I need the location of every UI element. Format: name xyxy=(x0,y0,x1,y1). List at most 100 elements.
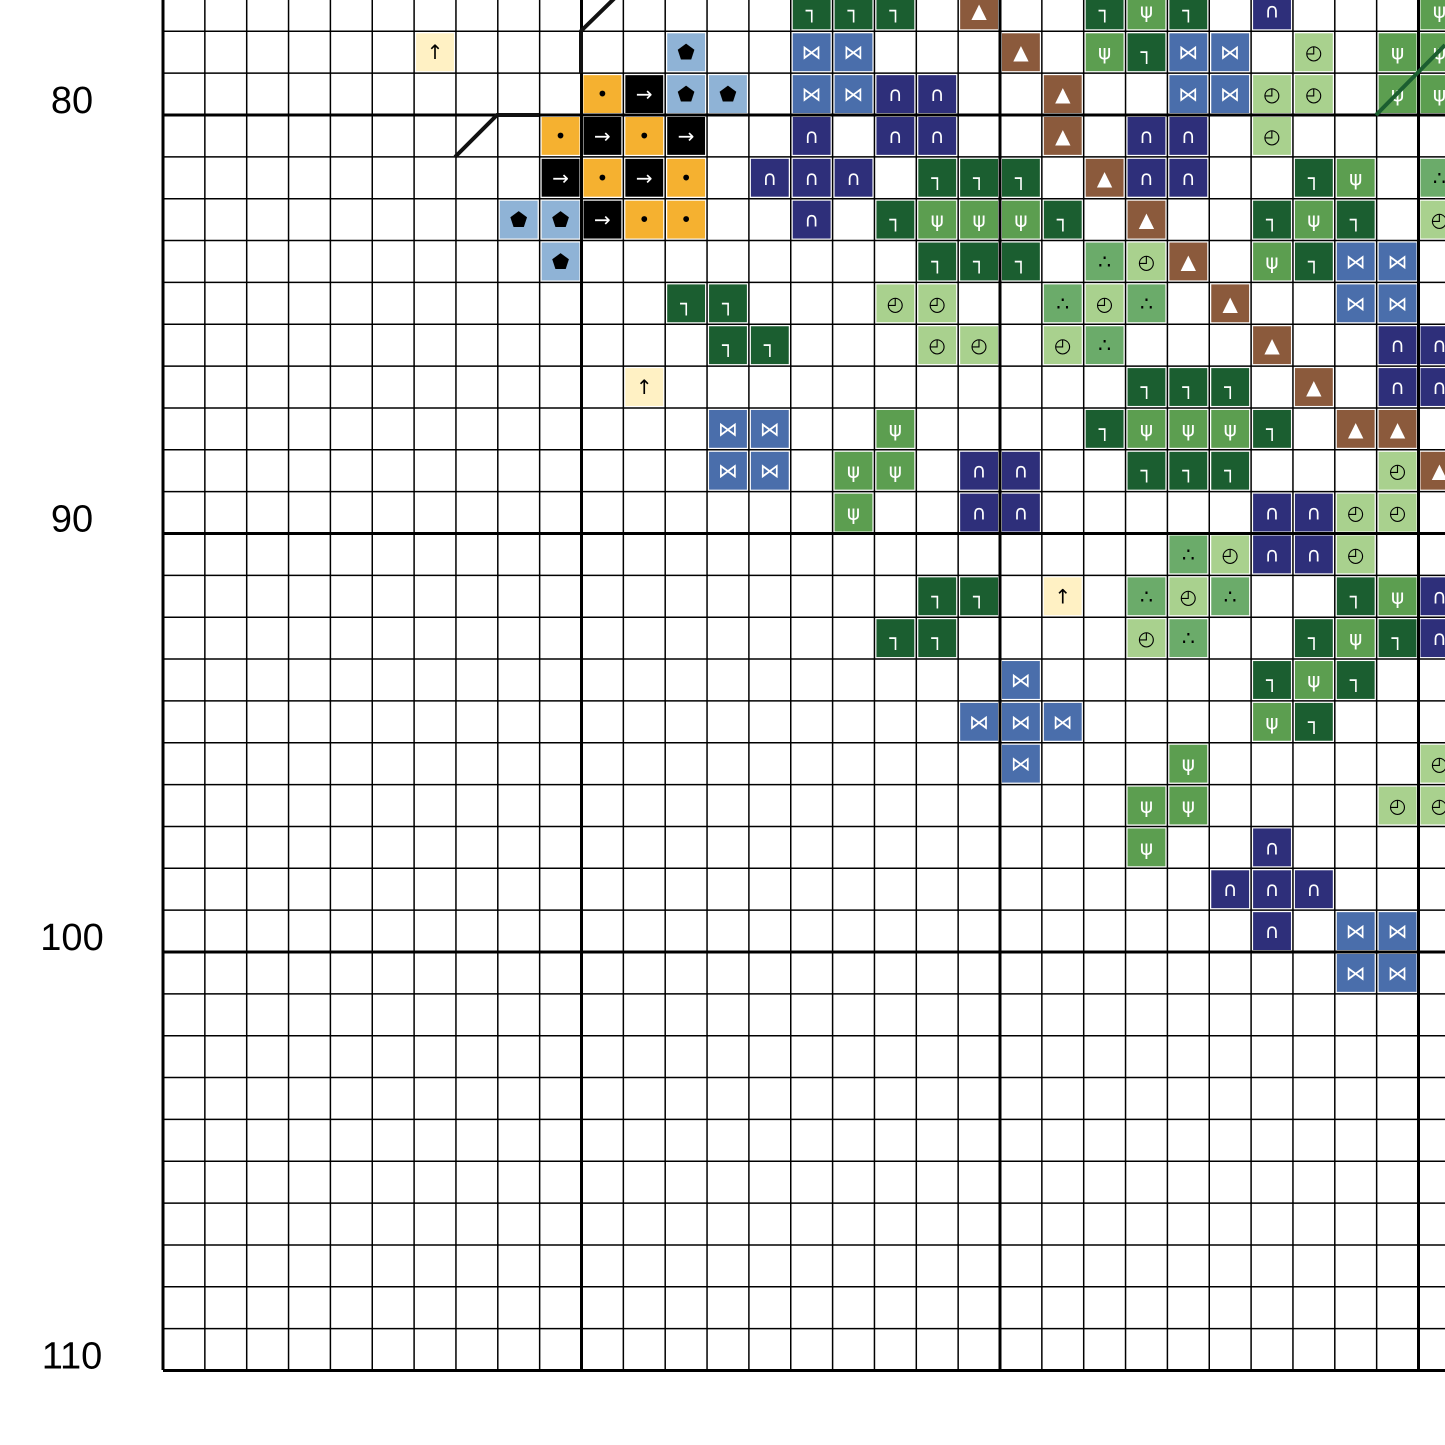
stitch-cell xyxy=(918,619,957,658)
stitch-cell xyxy=(1378,619,1417,658)
stitch-cell xyxy=(792,33,831,72)
stitch-cell xyxy=(1085,284,1124,323)
stitch-symbol: ∩ xyxy=(1181,166,1196,190)
stitch-cell xyxy=(960,0,998,30)
stitch-cell xyxy=(918,284,957,323)
stitch-cell xyxy=(1002,242,1040,281)
stitch-cell xyxy=(750,158,789,197)
stitch-cell xyxy=(1127,242,1166,281)
stitch-cell xyxy=(541,200,580,239)
stitch-symbol: ▲ xyxy=(1390,417,1406,441)
stitch-symbol: ◴ xyxy=(1431,794,1445,818)
stitch-cell xyxy=(750,326,789,365)
stitch-cell xyxy=(709,451,747,490)
stitch-cell xyxy=(709,409,747,448)
stitch-symbol: ψ xyxy=(1140,0,1153,22)
stitch-symbol: ⋈ xyxy=(802,40,822,64)
stitch-cell xyxy=(1127,619,1166,658)
stitch-cell xyxy=(750,409,789,448)
stitch-symbol: ┐ xyxy=(930,249,943,273)
stitch-symbol: ∩ xyxy=(804,124,819,148)
stitch-symbol: ⋈ xyxy=(718,459,738,483)
stitch-symbol: ∩ xyxy=(846,166,861,190)
stitch-symbol: ⋈ xyxy=(718,417,738,441)
stitch-symbol: ┐ xyxy=(763,333,776,357)
stitch-cell xyxy=(918,75,957,113)
stitch-symbol: ⋈ xyxy=(760,417,780,441)
stitch-cell xyxy=(1002,451,1040,490)
stitch-symbol: ▲ xyxy=(1055,124,1071,148)
stitch-cell xyxy=(583,200,622,239)
stitch-symbol: ┐ xyxy=(930,584,943,608)
stitch-symbol: ┐ xyxy=(1139,459,1152,483)
stitch-cell xyxy=(1294,535,1333,574)
stitch-symbol: ψ xyxy=(889,417,902,441)
stitch-symbol: • xyxy=(597,166,609,190)
stitch-cell xyxy=(1294,242,1333,281)
stitch-symbol: ▲ xyxy=(1222,291,1238,315)
stitch-symbol: ⬟ xyxy=(677,82,695,106)
stitch-cell xyxy=(1253,870,1291,909)
stitch-cell xyxy=(1420,326,1445,365)
stitch-symbol: ∩ xyxy=(804,166,819,190)
stitch-symbol: ┐ xyxy=(888,626,901,650)
stitch-cell xyxy=(792,75,831,113)
stitch-cell xyxy=(1002,744,1040,783)
stitch-cell xyxy=(1085,409,1124,448)
stitch-cell xyxy=(709,75,747,113)
stitch-symbol: ⬟ xyxy=(719,82,737,106)
stitch-cell xyxy=(667,284,706,323)
stitch-symbol: ┐ xyxy=(888,0,901,22)
stitch-cell xyxy=(750,451,789,490)
stitch-cell xyxy=(1253,0,1291,30)
stitch-symbol: ψ xyxy=(1182,417,1195,441)
stitch-symbol: ∴ xyxy=(1098,249,1111,273)
stitch-cell xyxy=(1336,284,1375,323)
stitch-cell xyxy=(1169,158,1208,197)
stitch-cell xyxy=(1169,577,1208,616)
stitch-cell xyxy=(1211,409,1250,448)
stitch-cell xyxy=(834,158,873,197)
stitch-symbol: ◴ xyxy=(1054,333,1071,357)
stitch-symbol: ⋈ xyxy=(1178,82,1198,106)
stitch-symbol: → xyxy=(594,124,611,148)
stitch-cell xyxy=(1420,786,1445,825)
stitch-cell xyxy=(1336,493,1375,532)
stitch-cell xyxy=(1378,451,1417,490)
stitch-symbol: ψ xyxy=(1014,208,1027,232)
stitch-symbol: ↑ xyxy=(636,375,653,399)
stitch-symbol: ψ xyxy=(847,501,860,525)
stitch-cell xyxy=(918,200,957,239)
stitch-cell xyxy=(1378,493,1417,532)
stitch-cell xyxy=(1378,786,1417,825)
stitch-symbol: → xyxy=(678,124,695,148)
stitch-cell xyxy=(1169,117,1208,155)
stitch-symbol: ◴ xyxy=(1389,459,1406,483)
stitch-symbol: ∩ xyxy=(1432,584,1445,608)
stitch-cell xyxy=(1420,619,1445,658)
stitch-cell xyxy=(1169,0,1208,30)
stitch-cell xyxy=(834,0,873,30)
stitch-symbol: ▲ xyxy=(1139,208,1155,232)
row-labels: 80 90 100 110 xyxy=(40,80,103,1378)
stitch-symbol: ↑ xyxy=(1054,584,1071,608)
stitch-symbol: ┐ xyxy=(1098,417,1111,441)
stitch-symbol: ┐ xyxy=(1307,626,1320,650)
stitch-symbol: ▲ xyxy=(1306,375,1322,399)
stitch-cell xyxy=(1420,0,1445,30)
stitch-cell xyxy=(1294,661,1333,699)
stitch-symbol: ⬟ xyxy=(552,208,570,232)
stitch-cell xyxy=(1127,158,1166,197)
stitch-cell xyxy=(1420,368,1445,406)
stitch-cell xyxy=(1378,326,1417,365)
stitch-symbol: ψ xyxy=(1349,166,1362,190)
stitch-symbol: ψ xyxy=(889,459,902,483)
stitch-cell xyxy=(1127,284,1166,323)
stitch-symbol: • xyxy=(597,82,609,106)
stitch-symbol: ⋈ xyxy=(1346,291,1366,315)
stitch-cell xyxy=(1169,786,1208,825)
stitch-symbol: ◴ xyxy=(1221,542,1238,566)
stitch-symbol: • xyxy=(555,124,567,148)
stitch-cell xyxy=(876,284,915,323)
